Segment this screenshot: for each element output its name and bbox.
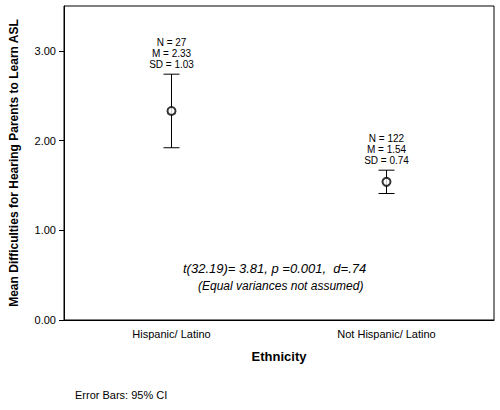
svg-text:t(32.19)= 3.81, p =0.001, d=.: t(32.19)= 3.81, p =0.001, d=.74 — [183, 261, 366, 276]
svg-text:Not Hispanic/ Latino: Not Hispanic/ Latino — [337, 328, 435, 340]
svg-text:(Equal variances not assumed): (Equal variances not assumed) — [198, 279, 363, 293]
svg-text:2.00: 2.00 — [35, 135, 56, 147]
svg-text:SD = 1.03: SD = 1.03 — [149, 59, 194, 70]
svg-text:3.00: 3.00 — [35, 45, 56, 57]
svg-text:0.00: 0.00 — [35, 314, 56, 326]
svg-text:N = 27: N = 27 — [157, 37, 187, 48]
svg-text:N = 122: N = 122 — [369, 133, 405, 144]
svg-text:Mean Difficulties for Hearing: Mean Difficulties for Hearing Parents to… — [7, 19, 21, 307]
svg-text:Hispanic/ Latino: Hispanic/ Latino — [132, 328, 210, 340]
svg-text:Ethnicity: Ethnicity — [252, 349, 308, 364]
svg-text:M = 1.54: M = 1.54 — [367, 144, 407, 155]
svg-text:M = 2.33: M = 2.33 — [152, 48, 192, 59]
svg-text:1.00: 1.00 — [35, 224, 56, 236]
svg-text:Error Bars: 95% CI: Error Bars: 95% CI — [75, 389, 167, 401]
svg-text:SD = 0.74: SD = 0.74 — [364, 155, 409, 166]
